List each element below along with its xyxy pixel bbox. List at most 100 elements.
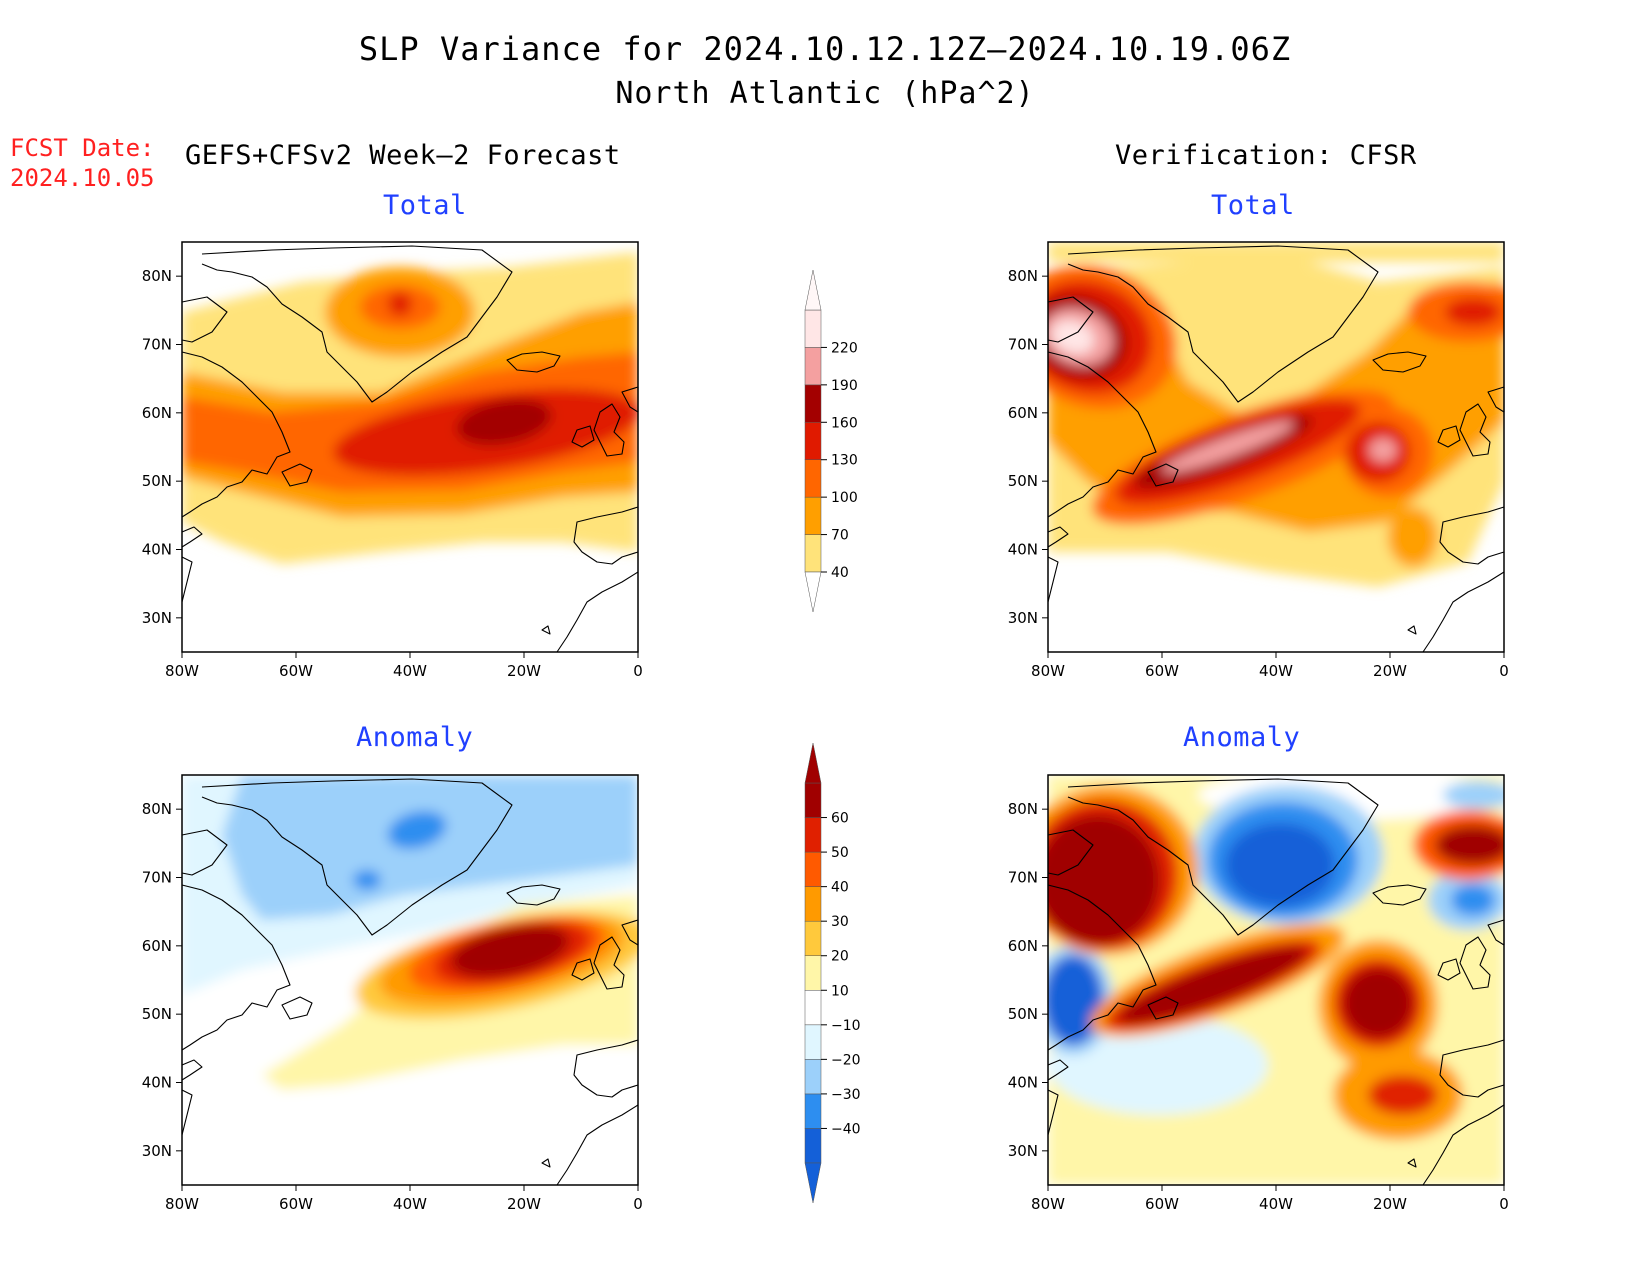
coastline-segment (281, 996, 313, 1020)
lat-tick-label: 60N (1008, 937, 1038, 955)
colorbar-swatch (804, 534, 822, 573)
panel-title-verification-total: Total (1211, 190, 1295, 221)
lon-tick-label: 0 (633, 662, 643, 680)
lon-tick-label: 60W (1145, 1195, 1179, 1213)
lat-tick-label: 80N (1008, 800, 1038, 818)
forecast-total-map: 80W 60W 40W 20W 0 80N 70N 60N 50N 40N 30N (142, 241, 643, 680)
colorbar-min-arrow (804, 1162, 822, 1204)
lat-tick-label: 60N (1008, 404, 1038, 422)
contour-minus10-minus20 (1048, 1015, 1268, 1115)
lat-tick-label: 30N (142, 1142, 172, 1160)
lat-tick-label: 40N (1008, 541, 1038, 559)
contour-50-60 (1368, 1075, 1438, 1115)
lon-tick-label: 20W (1373, 662, 1407, 680)
lon-tick-label: 40W (1259, 1195, 1293, 1213)
fcst-date-label: FCST Date: (10, 134, 155, 162)
colorbar-label: 70 (831, 528, 849, 544)
lon-tick-label: 60W (279, 1195, 313, 1213)
contour-130-160 (388, 292, 412, 316)
lat-tick-label: 40N (142, 541, 172, 559)
main-title: SLP Variance for 2024.10.12.12Z–2024.10.… (358, 30, 1292, 68)
colorbar-label: 100 (831, 490, 858, 506)
coastline (1047, 245, 1505, 653)
coastline-segment (1047, 829, 1094, 876)
contour-190-220 (1369, 438, 1397, 462)
lon-tick-label: 20W (1373, 1195, 1407, 1213)
coastline-segment (1147, 996, 1179, 1020)
colorbar-swatch (804, 990, 822, 1026)
coastline-segment (1047, 351, 1157, 518)
colorbar-swatch (804, 422, 822, 460)
anomaly-colorbar: −40 −30 −20 −10 10 20 30 40 50 60 (804, 742, 861, 1204)
lon-tick-label: 80W (1031, 662, 1065, 680)
colorbar-swatch (804, 1059, 822, 1095)
verification-total-map: 80W 60W 40W 20W 0 80N 70N 60N 50N 40N 30N (1008, 241, 1509, 680)
contour-40-70 (1048, 242, 1504, 262)
contour-70-100 (1388, 507, 1438, 567)
coastline-segment (1437, 425, 1461, 448)
panel-title-forecast-anomaly: Anomaly (356, 722, 474, 753)
colorbar-label: 30 (831, 914, 849, 930)
colorbar-label: 50 (831, 845, 849, 861)
field-shading (182, 252, 638, 564)
colorbar-swatch (804, 851, 822, 887)
colorbar-label: 60 (831, 811, 849, 827)
coastline-segment (181, 351, 291, 518)
colorbar-label: 20 (831, 949, 849, 965)
colorbar-min-arrow (804, 571, 822, 613)
contour-minus20-minus30 (1443, 781, 1504, 809)
coastline-segment (201, 245, 513, 403)
coastline-segment (1047, 296, 1094, 343)
panel-title-forecast-total: Total (383, 190, 467, 221)
coastline-segment (281, 463, 313, 487)
colorbar-label: −10 (831, 1018, 861, 1034)
colorbar-label: 160 (831, 415, 858, 431)
lat-tick-label: 70N (1008, 869, 1038, 887)
coastline-segment (1459, 936, 1491, 990)
coastline-segment (556, 1104, 639, 1186)
lat-tick-label: 30N (1008, 1142, 1038, 1160)
coastline-segment (573, 1039, 639, 1098)
contour-160-190 (456, 398, 552, 446)
coastline-segment (506, 351, 561, 373)
colorbar-swatch (804, 920, 822, 956)
lon-tick-label: 0 (1499, 662, 1509, 680)
lat-tick-label: 80N (142, 267, 172, 285)
contour-220 (1051, 320, 1095, 354)
coastline-segment (181, 829, 228, 876)
coastline-segment (541, 625, 551, 635)
lon-tick-label: 60W (1145, 662, 1179, 680)
coastline-segment (1047, 1089, 1059, 1136)
colorbar-label: −20 (831, 1052, 861, 1068)
verification-column-title: Verification: CFSR (1115, 140, 1417, 171)
colorbar-swatch (804, 1024, 822, 1060)
coastline-segment (181, 556, 193, 603)
coastline-segment (1407, 1158, 1417, 1168)
colorbar-label: 130 (831, 453, 858, 469)
coastline-segment (1147, 463, 1179, 487)
fcst-date-value: 2024.10.05 (10, 164, 155, 192)
coastline-segment (593, 936, 625, 990)
coastline-segment (506, 884, 561, 906)
contour-190-220 (1162, 421, 1294, 473)
coastline-segment (1047, 884, 1157, 1051)
field (182, 252, 638, 564)
contour-above-60 (1435, 825, 1504, 865)
contour-minus30-minus40 (1451, 884, 1495, 916)
field (1048, 242, 1504, 587)
colorbar-swatch (804, 817, 822, 853)
coastline-segment (593, 403, 625, 457)
coastline-segment (541, 1158, 551, 1168)
contour-below-minus40 (1225, 823, 1335, 907)
field-shading (1048, 775, 1504, 1185)
colorbar-swatch (804, 1093, 822, 1129)
coastline-segment (201, 778, 513, 936)
contour-above-60 (1118, 946, 1308, 1024)
lat-tick-label: 30N (142, 609, 172, 627)
lat-tick-label: 40N (142, 1074, 172, 1092)
coastline-segment (1437, 958, 1461, 981)
coastline-segment (181, 1059, 203, 1081)
colorbar-swatch (804, 309, 822, 348)
lon-tick-label: 80W (165, 1195, 199, 1213)
